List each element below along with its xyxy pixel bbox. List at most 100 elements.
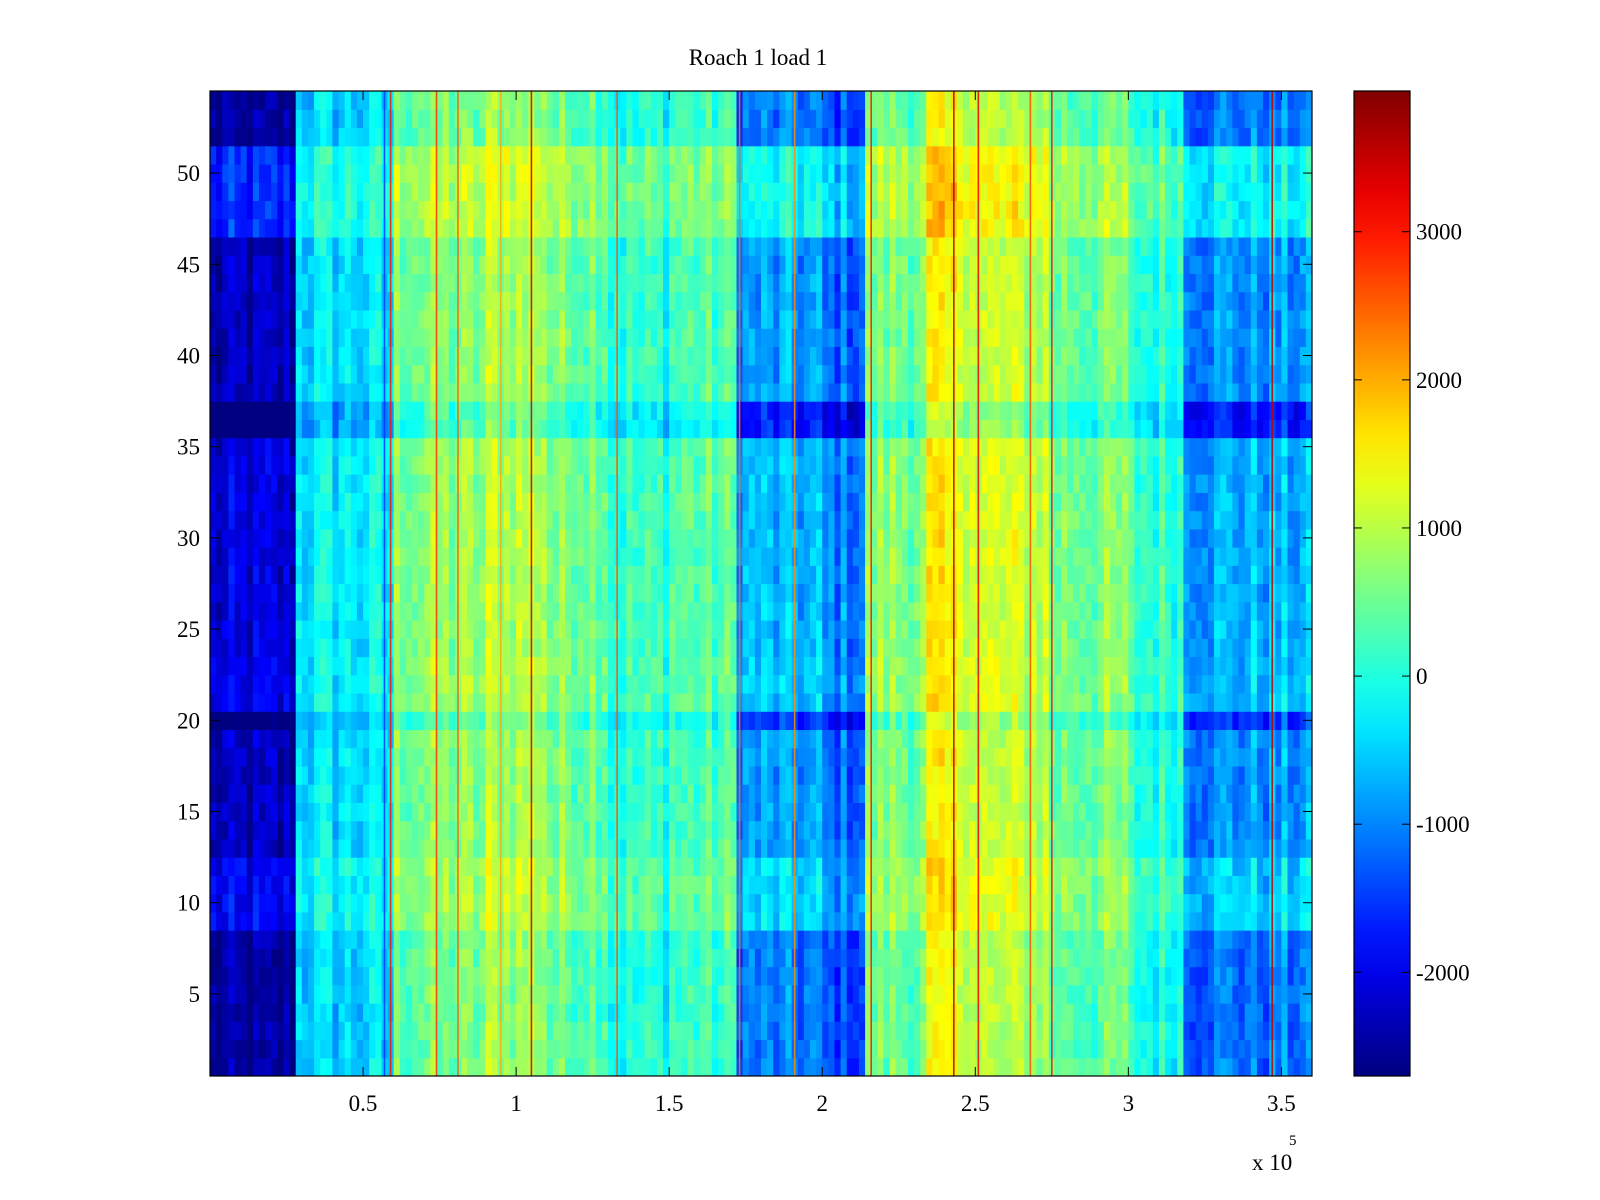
heatmap-cell: [828, 765, 836, 785]
heatmap-cell: [993, 692, 1001, 712]
heatmap-cell: [356, 619, 364, 639]
heatmap-cell: [748, 638, 756, 658]
heatmap-cell: [1220, 692, 1227, 712]
heatmap-cell: [546, 875, 554, 895]
heatmap-cell: [283, 674, 291, 694]
heatmap-cell: [681, 692, 689, 712]
heatmap-cell: [1165, 583, 1172, 603]
heatmap-cell: [926, 893, 934, 913]
heatmap-cell: [405, 729, 413, 749]
heatmap-cell: [1158, 857, 1166, 876]
heatmap-cell: [240, 656, 248, 676]
heatmap-cell: [724, 984, 731, 1004]
heatmap-cell: [632, 802, 640, 822]
heatmap-cell: [485, 638, 493, 658]
heatmap-cell: [442, 583, 450, 603]
heatmap-cell: [785, 820, 793, 840]
heatmap-cell: [901, 911, 909, 931]
heatmap-cell: [552, 893, 560, 913]
heatmap-cell: [607, 1003, 615, 1022]
heatmap-cell: [1060, 1003, 1068, 1022]
heatmap-cell: [1244, 857, 1252, 876]
heatmap-cell: [699, 674, 707, 694]
heatmap-cell: [289, 838, 297, 858]
heatmap-cell: [577, 601, 585, 621]
heatmap-cell: [369, 930, 376, 949]
heatmap-cell: [369, 1057, 376, 1076]
heatmap-cell: [350, 911, 358, 931]
heatmap-cell: [1109, 1021, 1117, 1041]
heatmap-cell: [914, 747, 921, 767]
heatmap-cell: [663, 911, 670, 931]
heatmap-cell: [283, 692, 291, 712]
heatmap-cell: [1054, 857, 1062, 876]
heatmap-cell: [479, 1003, 487, 1022]
heatmap-cell: [754, 820, 762, 840]
heatmap-cell: [1067, 638, 1074, 658]
heatmap-cell: [258, 1003, 266, 1022]
heatmap-cell: [761, 711, 768, 731]
heatmap-cell: [479, 875, 487, 895]
heatmap-cell: [479, 601, 487, 621]
heatmap-cell: [216, 1021, 223, 1041]
heatmap-cell: [675, 857, 683, 876]
heatmap-cell: [865, 1021, 872, 1041]
heatmap-cell: [626, 966, 634, 986]
heatmap-cell: [730, 1039, 738, 1059]
heatmap-cell: [620, 984, 627, 1004]
heatmap-cell: [1293, 893, 1301, 913]
heatmap-cell: [773, 930, 780, 949]
heatmap-cell: [932, 1021, 940, 1041]
heatmap-cell: [552, 1003, 560, 1022]
heatmap-cell: [1226, 930, 1234, 949]
heatmap-cell: [675, 1057, 683, 1076]
heatmap-cell: [246, 857, 254, 876]
heatmap-cell: [889, 1039, 897, 1059]
heatmap-cell: [1207, 911, 1215, 931]
heatmap-cell: [565, 784, 572, 803]
heatmap-cell: [509, 857, 517, 876]
heatmap-cell: [742, 875, 750, 895]
heatmap-cell: [577, 765, 585, 785]
heatmap-cell: [369, 1039, 376, 1059]
heatmap-cell: [516, 583, 523, 603]
heatmap-cell: [258, 765, 266, 785]
heatmap-cell: [656, 1003, 664, 1022]
heatmap-cell: [332, 692, 340, 712]
heatmap-cell: [393, 729, 401, 749]
heatmap-cell: [712, 838, 719, 858]
heatmap-cell: [571, 820, 578, 840]
heatmap-cell: [448, 875, 456, 895]
heatmap-cell: [1171, 911, 1178, 931]
heatmap-cell: [1146, 911, 1154, 931]
heatmap-cell: [1042, 802, 1050, 822]
heatmap-cell: [516, 893, 523, 913]
heatmap-cell: [1024, 1039, 1031, 1059]
heatmap-cell: [767, 765, 774, 785]
heatmap-cell: [344, 857, 352, 876]
heatmap-cell: [356, 857, 364, 876]
heatmap-cell: [228, 638, 236, 658]
heatmap-cell: [883, 1021, 891, 1041]
heatmap-cell: [1140, 966, 1148, 986]
heatmap-cell: [326, 747, 334, 767]
heatmap-cell: [993, 565, 1001, 585]
heatmap-cell: [773, 601, 780, 621]
heatmap-cell: [228, 1039, 236, 1059]
heatmap-cell: [369, 984, 376, 1004]
heatmap-cell: [1158, 692, 1166, 712]
heatmap-cell: [448, 784, 456, 803]
heatmap-cell: [675, 911, 683, 931]
heatmap-cell: [1146, 619, 1154, 639]
heatmap-cell: [895, 656, 903, 676]
heatmap-cell: [669, 747, 676, 767]
heatmap-cell: [320, 820, 327, 840]
heatmap-cell: [852, 948, 860, 968]
heatmap-cell: [981, 747, 989, 767]
heatmap-cell: [914, 638, 921, 658]
heatmap-cell: [699, 930, 707, 949]
heatmap-cell: [412, 857, 419, 876]
heatmap-cell: [461, 784, 468, 803]
heatmap-cell: [246, 1039, 254, 1059]
heatmap-cell: [858, 838, 866, 858]
